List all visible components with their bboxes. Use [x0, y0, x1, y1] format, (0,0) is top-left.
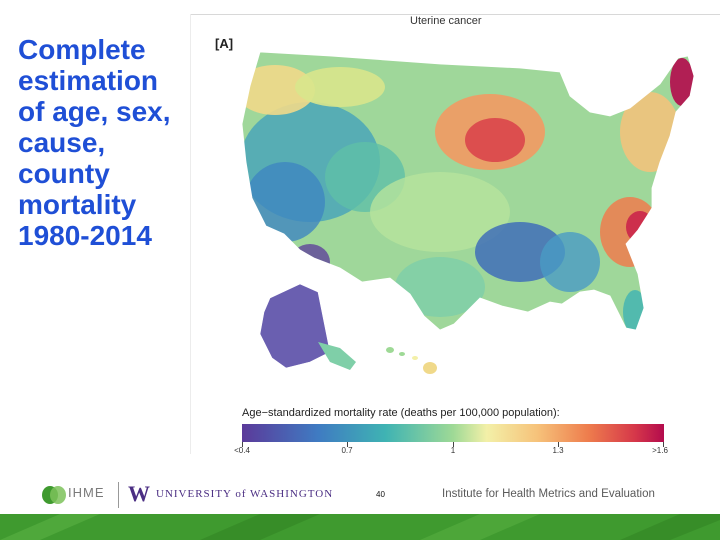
legend-title: Age−standardized mortality rate (deaths …: [242, 407, 560, 419]
figure-border: [190, 14, 191, 454]
uw-logo-text: UNIVERSITY of WASHINGTON: [156, 488, 334, 500]
contiguous-us: [242, 52, 694, 330]
legend-ticks: [242, 442, 664, 448]
map-title: Uterine cancer: [410, 15, 482, 27]
page-number: 40: [376, 490, 385, 499]
institute-name: Institute for Health Metrics and Evaluat…: [442, 488, 655, 500]
us-outline: [241, 51, 695, 331]
title-line: Complete: [18, 34, 146, 65]
title-line: 1980-2014: [18, 220, 152, 251]
legend-tick: [663, 442, 664, 447]
legend-label: <0.4: [234, 446, 250, 455]
title-line: estimation: [18, 65, 159, 96]
ihme-leaf-icon: [42, 486, 66, 504]
title-line: cause,: [18, 127, 106, 158]
map-figure: Uterine cancer [A] Age−standardized mort…: [190, 12, 720, 462]
title-line: of age, sex,: [18, 96, 171, 127]
legend-tick: [558, 442, 559, 447]
logo-divider: [118, 482, 119, 508]
slide-title: Complete estimation of age, sex, cause, …: [18, 34, 188, 251]
legend-label: 1: [450, 446, 456, 455]
alaska-panhandle: [318, 342, 356, 370]
legend-tick: [453, 442, 454, 447]
title-line: mortality: [18, 189, 137, 220]
panel-label: [A]: [215, 36, 234, 51]
ihme-logo-text: IHME: [68, 485, 105, 500]
band-pattern: [0, 514, 720, 540]
bottom-band: [0, 514, 720, 540]
legend-color-bar: [242, 424, 664, 442]
figure-border: [190, 14, 720, 15]
legend-label: 0.7: [341, 446, 353, 455]
choropleth-map: [241, 51, 695, 374]
uw-logo-mark: W: [128, 481, 150, 506]
title-line: county: [18, 158, 110, 189]
alaska: [259, 283, 331, 369]
hawaii: [386, 347, 437, 374]
legend-tick: [347, 442, 348, 447]
legend-tick: [242, 442, 243, 447]
footer-logos: IHME W UNIVERSITY of WASHINGTON: [40, 480, 332, 510]
legend-label: >1.6: [652, 446, 668, 455]
legend-label: 1.3: [552, 446, 564, 455]
